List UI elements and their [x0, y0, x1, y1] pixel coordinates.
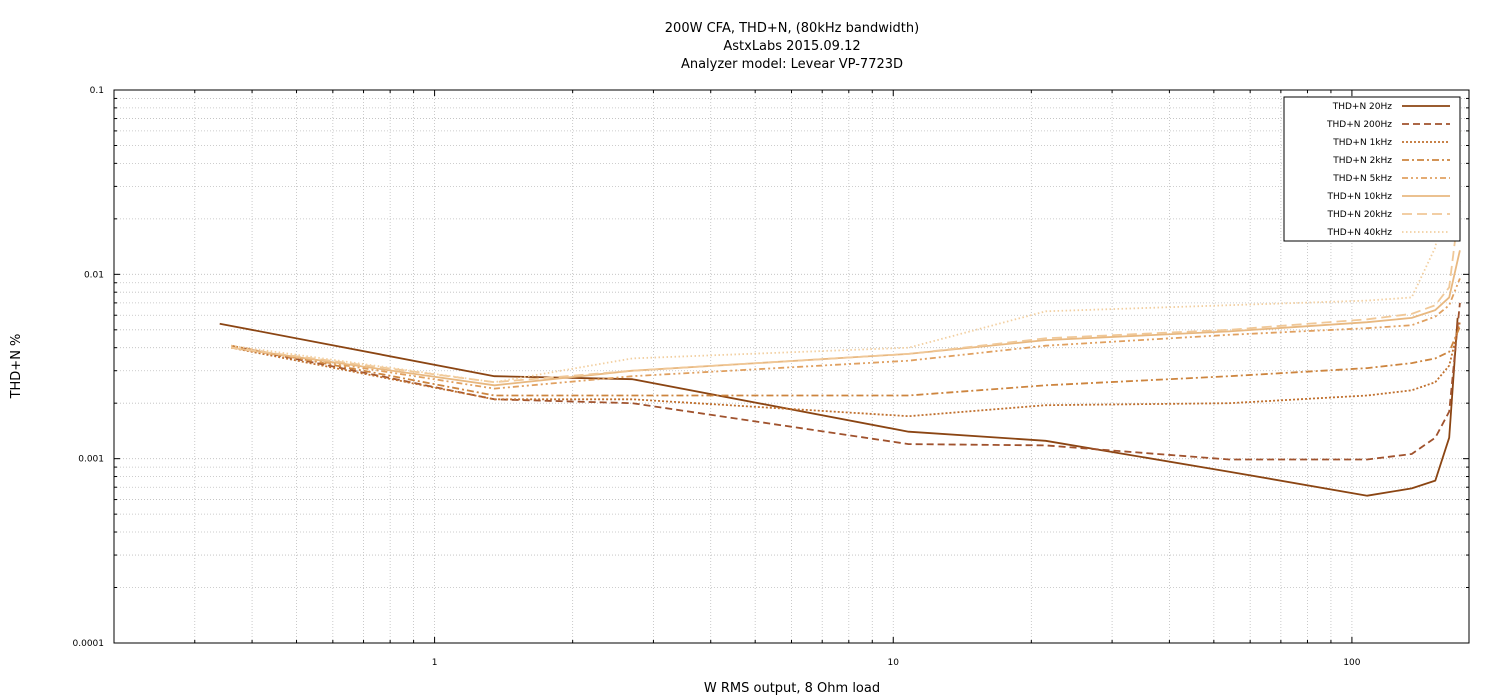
legend-label-3: THD+N 1kHz [1332, 138, 1392, 148]
legend-label-1: THD+N 20Hz [1332, 102, 1393, 112]
y-tick-label: 0.01 [84, 270, 104, 280]
y-axis-label: THD+N % [9, 334, 24, 400]
legend-label-4: THD+N 2kHz [1332, 156, 1392, 166]
legend: THD+N 20Hz THD+N 200Hz THD+N 1kHz THD+N 2kH… [1283, 96, 1461, 242]
y-tick-label: 0.001 [78, 455, 104, 465]
legend-label-2: THD+N 200Hz [1326, 120, 1392, 130]
series-lines [219, 130, 1461, 497]
y-tick-label: 0.0001 [73, 639, 105, 649]
plot-frame [113, 89, 1470, 644]
x-tick-label: 10 [888, 658, 900, 668]
chart-title-line-2: AstxLabs 2015.09.12 [723, 39, 860, 54]
series-line-7 [230, 200, 1461, 384]
x-tick-label: 1 [432, 658, 438, 668]
x-tick-label: 100 [1343, 658, 1360, 668]
series-line-6 [230, 250, 1461, 387]
legend-box [1283, 96, 1461, 242]
legend-label-7: THD+N 20kHz [1327, 210, 1393, 220]
x-axis-label: W RMS output, 8 Ohm load [704, 681, 880, 696]
chart-title-line-3: Analyzer model: Levear VP-7723D [681, 57, 903, 72]
legend-label-8: THD+N 40kHz [1327, 228, 1393, 238]
legend-label-6: THD+N 10kHz [1327, 192, 1393, 202]
grid [113, 90, 1469, 644]
legend-label-5: THD+N 5kHz [1332, 174, 1392, 184]
chart-title-line-1: 200W CFA, THD+N, (80kHz bandwidth) [665, 21, 919, 36]
series-line-2 [230, 302, 1461, 461]
series-line-1 [219, 317, 1459, 497]
y-tick-label: 0.1 [90, 86, 104, 96]
series-line-5 [230, 278, 1461, 390]
series-line-3 [230, 321, 1461, 418]
series-line-4 [230, 326, 1461, 397]
